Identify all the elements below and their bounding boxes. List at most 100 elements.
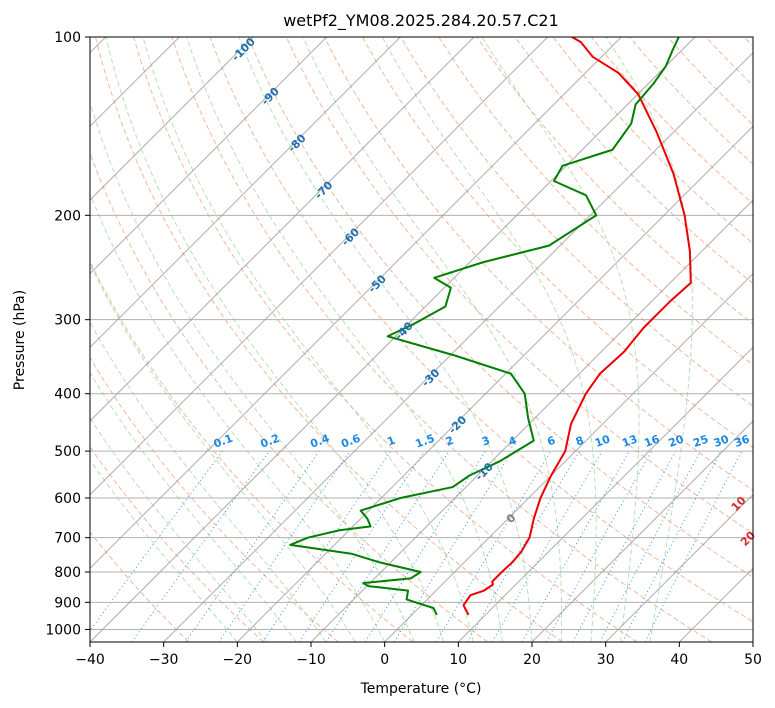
mixing-ratio-line <box>131 450 270 642</box>
mixing-ratio-label: 36 <box>733 432 752 450</box>
dry-adiabat <box>438 37 753 366</box>
y-tick-label: 1000 <box>45 622 81 638</box>
isotherm-line <box>90 37 622 570</box>
x-tick-label: 10 <box>449 652 467 668</box>
mixing-ratio-line <box>185 450 320 642</box>
dry-adiabat <box>362 37 753 449</box>
y-tick-label: 600 <box>54 491 81 507</box>
mixing-ratio-line <box>298 450 425 642</box>
mixing-ratio-label: 3 <box>480 434 492 449</box>
mixing-ratio-label: 0.6 <box>339 432 362 451</box>
dewpoint-profile-line <box>289 37 680 616</box>
isotherm-line <box>384 272 753 642</box>
x-tick-label: −20 <box>223 652 253 668</box>
dry-adiabat <box>514 37 753 285</box>
mixing-ratio-label: 2 <box>444 434 456 449</box>
dry-adiabat <box>209 37 753 623</box>
moist-adiabat <box>605 37 693 642</box>
moist-adiabat <box>105 37 445 642</box>
mixing-ratio-label: 1.5 <box>414 432 437 451</box>
mixing-ratio-line <box>218 450 351 642</box>
moist-adiabat <box>381 37 597 642</box>
moist-adiabat <box>90 321 327 642</box>
mixing-ratio-label: 0.4 <box>309 432 332 451</box>
x-tick-label: 50 <box>744 652 762 668</box>
mixing-ratio-label: 25 <box>691 432 710 449</box>
mixing-ratio-label: 1 <box>385 434 397 449</box>
isotherm-line <box>90 37 549 496</box>
moist-adiabat <box>90 192 386 642</box>
mixing-ratio-label: 4 <box>507 434 519 449</box>
isotherm-line <box>90 37 696 642</box>
mixing-ratio-line <box>545 450 653 642</box>
y-tick-label: 800 <box>54 565 81 581</box>
x-axis-label: Temperature (°C) <box>360 681 482 697</box>
plot-area <box>90 37 753 642</box>
isotherm-line <box>90 37 328 275</box>
x-tick-label: −40 <box>75 652 105 668</box>
temperature-profile-line <box>462 37 692 616</box>
axes: −40 −30 −20 −10 0 10 20 30 40 50 1000 900 800 700 600 5… <box>45 30 762 668</box>
dry-adiabat <box>90 445 264 642</box>
mixing-ratio-line <box>325 450 450 642</box>
moist-adiabat <box>186 37 504 642</box>
dry-adiabat <box>90 356 339 642</box>
mixing-ratio-label: 0.2 <box>259 432 282 451</box>
mixing-ratio-line <box>262 450 392 642</box>
mixing-ratio-line <box>572 450 677 642</box>
y-tick-label: 200 <box>54 208 81 224</box>
isotherm-line <box>90 37 475 422</box>
plot-frame <box>89 36 754 643</box>
dry-adiabat <box>400 37 753 407</box>
y-tick-label: 300 <box>54 313 81 329</box>
mixing-ratio-label: 8 <box>574 434 586 449</box>
mixing-ratio-label: 20 <box>667 432 686 450</box>
x-tick-label: 40 <box>670 652 688 668</box>
dry-adiabat <box>90 531 190 642</box>
mixing-ratio-label: 16 <box>642 432 661 450</box>
mixing-ratio-label: 0.1 <box>212 432 235 451</box>
x-tick-label: 30 <box>597 652 615 668</box>
moist-adiabat <box>90 371 297 642</box>
mixing-ratio-label: 6 <box>545 434 557 449</box>
isotherm-line <box>605 493 753 642</box>
isotherm-line <box>90 37 254 201</box>
isotherm-line <box>531 420 753 642</box>
y-tick-label: 900 <box>54 595 81 611</box>
y-tick-label: 500 <box>54 444 81 460</box>
x-tick-label: 0 <box>380 652 389 668</box>
moist-adiabat <box>90 417 268 642</box>
x-tick-label: −10 <box>296 652 326 668</box>
moist-adiabat <box>142 37 474 642</box>
mixing-ratio-label: 10 <box>593 432 612 450</box>
dry-adiabat <box>285 37 753 534</box>
y-tick-label: 400 <box>54 387 81 403</box>
chart-title: wetPf2_YM08.2025.284.20.57.C21 <box>283 11 559 31</box>
dry-adiabat <box>90 151 488 642</box>
x-tick-label: −30 <box>149 652 179 668</box>
profile-layer <box>289 37 692 616</box>
dry-adiabat <box>171 37 713 642</box>
moist-adiabat <box>302 37 563 642</box>
x-tick-label: 20 <box>523 652 541 668</box>
isotherm-line <box>310 199 753 642</box>
moist-adiabat <box>90 262 356 642</box>
y-tick-label: 100 <box>54 30 81 46</box>
isotherm-line <box>236 125 753 642</box>
moist-adiabat <box>481 37 640 642</box>
dry-adiabat <box>133 37 638 642</box>
mixing-ratio-label: 30 <box>712 432 731 450</box>
dry-adiabat <box>247 37 753 578</box>
mixing-ratio-line <box>90 450 223 632</box>
isotherm-line <box>163 51 753 642</box>
dry-adiabat <box>323 37 753 491</box>
y-tick-label: 700 <box>54 531 81 547</box>
y-axis-label: Pressure (hPa) <box>12 290 28 390</box>
moist-adiabat <box>90 459 238 642</box>
mixing-ratio-label: 13 <box>620 432 639 449</box>
dry-adiabat <box>95 37 563 642</box>
moist-adiabat <box>238 37 533 642</box>
isotherm-line <box>457 346 753 642</box>
